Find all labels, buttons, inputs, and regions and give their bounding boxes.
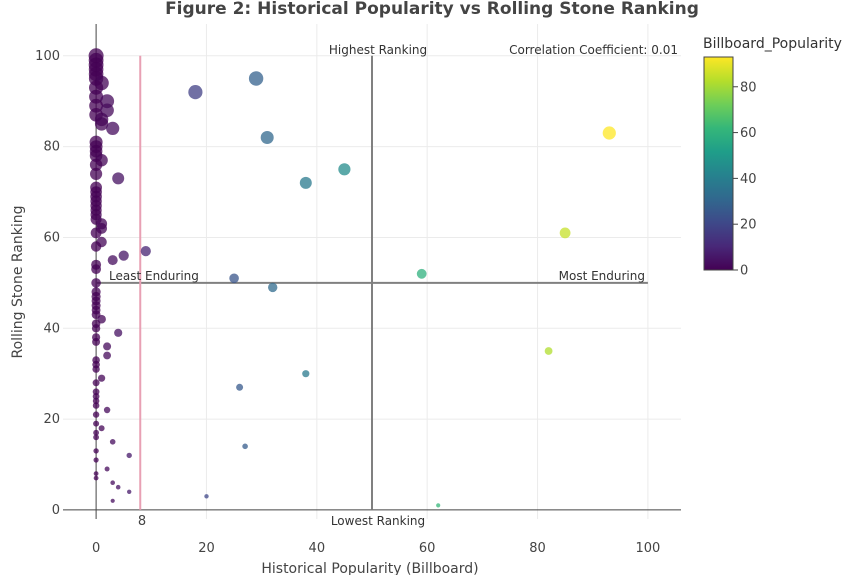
scatter-point [93, 429, 99, 436]
scatter-point [236, 383, 244, 391]
scatter-point [106, 121, 120, 135]
pink-line-label: 8 [138, 514, 146, 529]
scatter-point [229, 273, 239, 284]
scatter-point [436, 503, 441, 508]
x-tick-label: 80 [529, 541, 546, 556]
colorbar-tick-label: 40 [740, 172, 757, 187]
scatter-point [299, 176, 312, 189]
y-tick-label: 40 [43, 321, 60, 336]
scatter-point [93, 475, 99, 481]
x-tick-label: 0 [92, 541, 100, 556]
scatter-point [98, 374, 106, 382]
y-tick-label: 60 [43, 230, 60, 245]
scatter-point [98, 425, 105, 432]
scatter-point [302, 370, 310, 378]
scatter-point [89, 158, 103, 171]
scatter-point [90, 167, 103, 180]
reference-lines [96, 55, 648, 510]
scatter-point [91, 278, 101, 288]
chart-title: Figure 2: Historical Popularity vs Rolli… [165, 0, 699, 19]
scatter-point [90, 227, 102, 239]
scatter-point [103, 351, 111, 360]
colorbar: Billboard_Popularity 0 20 40 60 80 [703, 36, 842, 279]
x-axis-title: Historical Popularity (Billboard) [261, 561, 478, 575]
scatter-point [93, 471, 99, 476]
annotation-least-enduring: Least Enduring [109, 269, 199, 283]
scatter-point [126, 452, 132, 459]
scatter-point [544, 347, 553, 355]
colorbar-gradient [703, 56, 734, 271]
y-axis-ticks: 0 20 40 60 80 100 [35, 49, 60, 518]
scatter-point [93, 457, 99, 463]
scatter-point [94, 117, 109, 131]
scatter-point [92, 365, 100, 373]
scatter-point [338, 163, 351, 176]
scatter-point [127, 489, 132, 494]
scatter-point [204, 494, 209, 499]
annotation-lowest-ranking: Lowest Ranking [331, 514, 425, 528]
data-points [88, 48, 616, 508]
scatter-point [110, 480, 115, 486]
scatter-point [107, 255, 118, 266]
scatter-point [90, 241, 102, 252]
scatter-point [93, 448, 99, 454]
colorbar-title: Billboard_Popularity [703, 36, 842, 52]
scatter-point [103, 342, 112, 351]
scatter-point [92, 379, 100, 387]
scatter-point [92, 411, 100, 418]
scatter-point [242, 443, 248, 450]
scatter-point [91, 264, 101, 275]
y-tick-label: 80 [43, 140, 60, 155]
colorbar-tick-label: 60 [740, 126, 757, 141]
scatter-point [115, 484, 121, 490]
scatter-point [92, 402, 100, 409]
scatter-point [602, 126, 616, 140]
scatter-point [268, 282, 278, 293]
scatter-point [104, 466, 110, 472]
annotation-most-enduring: Most Enduring [559, 269, 645, 283]
scatter-point [248, 71, 264, 86]
scatter-point [260, 131, 274, 144]
scatter-point [114, 328, 123, 337]
annotation-correlation: Correlation Coefficient: 0.01 [509, 43, 678, 57]
scatter-point [188, 85, 203, 100]
x-tick-label: 60 [419, 541, 436, 556]
x-tick-label: 20 [198, 541, 215, 556]
scatter-point [109, 439, 116, 445]
colorbar-tick-label: 20 [740, 218, 757, 233]
scatter-point [559, 227, 571, 239]
x-tick-label: 100 [635, 541, 660, 556]
scatter-point [103, 406, 111, 414]
colorbar-tick-label: 0 [740, 264, 748, 279]
scatter-point [112, 172, 125, 185]
x-axis-ticks: 0 20 40 60 80 100 [92, 541, 660, 556]
y-axis-title: Rolling Stone Ranking [10, 205, 26, 358]
scatter-point [416, 268, 427, 279]
scatter-point [140, 246, 151, 257]
scatter-point [118, 250, 129, 261]
scatter-point [93, 434, 99, 441]
y-tick-label: 20 [43, 412, 60, 427]
colorbar-tick-label: 80 [740, 80, 757, 95]
scatter-point [92, 397, 100, 405]
x-tick-label: 40 [309, 541, 326, 556]
scatter-point [110, 498, 115, 503]
y-tick-label: 0 [52, 503, 60, 518]
y-tick-label: 100 [35, 49, 60, 64]
scatter-point [93, 420, 100, 427]
annotation-highest-ranking: Highest Ranking [329, 43, 427, 57]
scatter-point [91, 324, 101, 333]
scatter-point [92, 337, 101, 346]
